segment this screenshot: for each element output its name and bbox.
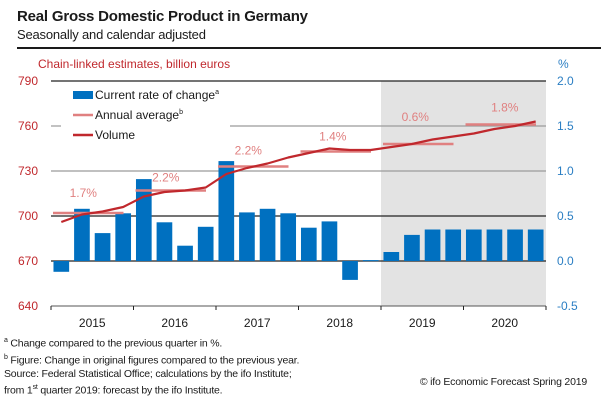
copyright: © ifo Economic Forecast Spring 2019	[419, 376, 587, 388]
volume-line	[60, 120, 536, 224]
bar-2020Q3	[507, 229, 523, 261]
right-tick-label: 0.0	[557, 254, 574, 268]
x-tick-label-2018: 2018	[326, 316, 353, 330]
left-tick-label: 670	[18, 254, 38, 268]
forecast-shade	[381, 81, 546, 306]
legend-swatch-bar	[73, 91, 93, 99]
annual-label-2019: 0.6%	[402, 110, 430, 124]
right-tick-label: 1.0	[557, 164, 574, 178]
x-tick-label-2019: 2019	[409, 316, 436, 330]
bar-2017Q3	[259, 208, 276, 261]
right-axis-title: %	[558, 57, 569, 71]
x-tick-label-2016: 2016	[161, 316, 188, 330]
x-tick-label-2017: 2017	[244, 316, 271, 330]
bar-2019Q4	[445, 229, 462, 261]
bar-2015Q2	[74, 208, 90, 261]
bar-2016Q2	[156, 222, 173, 261]
left-tick-label: 700	[18, 209, 38, 223]
bar-2015Q3	[94, 233, 111, 261]
left-tick-label: 790	[18, 74, 38, 88]
bar-2015Q4	[115, 213, 132, 261]
bar-2017Q2	[239, 212, 255, 261]
right-axis-ticks: 2.0 1.5 1.0 0.5 0.0 -0.5	[557, 74, 578, 313]
right-tick-label: 0.5	[557, 209, 574, 223]
bar-2019Q2	[404, 234, 420, 261]
chart-subtitle: Seasonally and calendar adjusted	[17, 27, 206, 42]
bar-2018Q2	[321, 221, 338, 261]
left-tick-label: 640	[18, 299, 38, 313]
chart-title: Real Gross Domestic Product in Germany	[17, 8, 308, 25]
bar-2020Q2	[486, 229, 503, 261]
legend: Current rate of changea Annual averageb …	[73, 88, 219, 142]
bar-2020Q4	[527, 229, 544, 261]
legend-label-annual: Annual averageb	[95, 108, 183, 122]
annual-label-2016: 2.2%	[152, 171, 180, 185]
bar-2017Q4	[280, 213, 297, 261]
x-tick-label-2015: 2015	[79, 316, 106, 330]
footnote-b: b Figure: Change in original figures com…	[4, 353, 300, 367]
left-axis-ticks: 790 760 730 700 670 640	[18, 74, 38, 313]
bar-2015Q1	[53, 261, 70, 272]
annual-average-labels: 1.7% 2.2% 2.2% 1.4% 0.6% 1.8%	[70, 101, 519, 201]
source-line-1: Source: Federal Statistical Office; calc…	[4, 368, 292, 380]
right-tick-label: 2.0	[557, 74, 574, 88]
legend-label-volume: Volume	[95, 128, 135, 142]
bar-2018Q4	[362, 260, 379, 262]
x-tick-label-2020: 2020	[491, 316, 518, 330]
annual-label-2018: 1.4%	[319, 130, 347, 144]
bar-2019Q1	[383, 252, 400, 261]
annual-label-2015: 1.7%	[70, 186, 98, 200]
bar-2016Q3	[177, 245, 193, 261]
bar-2019Q3	[424, 229, 441, 261]
annual-label-2017: 2.2%	[235, 144, 263, 158]
title-divider	[17, 47, 601, 49]
annual-label-2020: 1.8%	[491, 101, 519, 115]
legend-label-bar: Current rate of changea	[95, 88, 219, 102]
footnotes: a Change compared to the previous quarte…	[4, 334, 299, 398]
left-tick-label: 730	[18, 164, 38, 178]
left-tick-label: 760	[18, 119, 38, 133]
x-axis: 2015 2016 2017 2018 2019 2020	[50, 305, 547, 330]
left-axis-title: Chain-linked estimates, billion euros	[38, 57, 230, 71]
bar-2018Q1	[300, 227, 317, 261]
right-tick-label: -0.5	[557, 299, 578, 313]
bar-2018Q3	[342, 261, 358, 280]
source-line-2: from 1st quarter 2019: forecast by the i…	[4, 384, 223, 397]
footnote-a: a Change compared to the previous quarte…	[4, 337, 223, 350]
bar-2016Q4	[197, 226, 214, 261]
bars	[53, 161, 544, 280]
bar-2020Q1	[465, 229, 482, 261]
bar-2017Q1	[218, 161, 235, 261]
gridlines	[51, 80, 546, 262]
right-tick-label: 1.5	[557, 119, 574, 133]
